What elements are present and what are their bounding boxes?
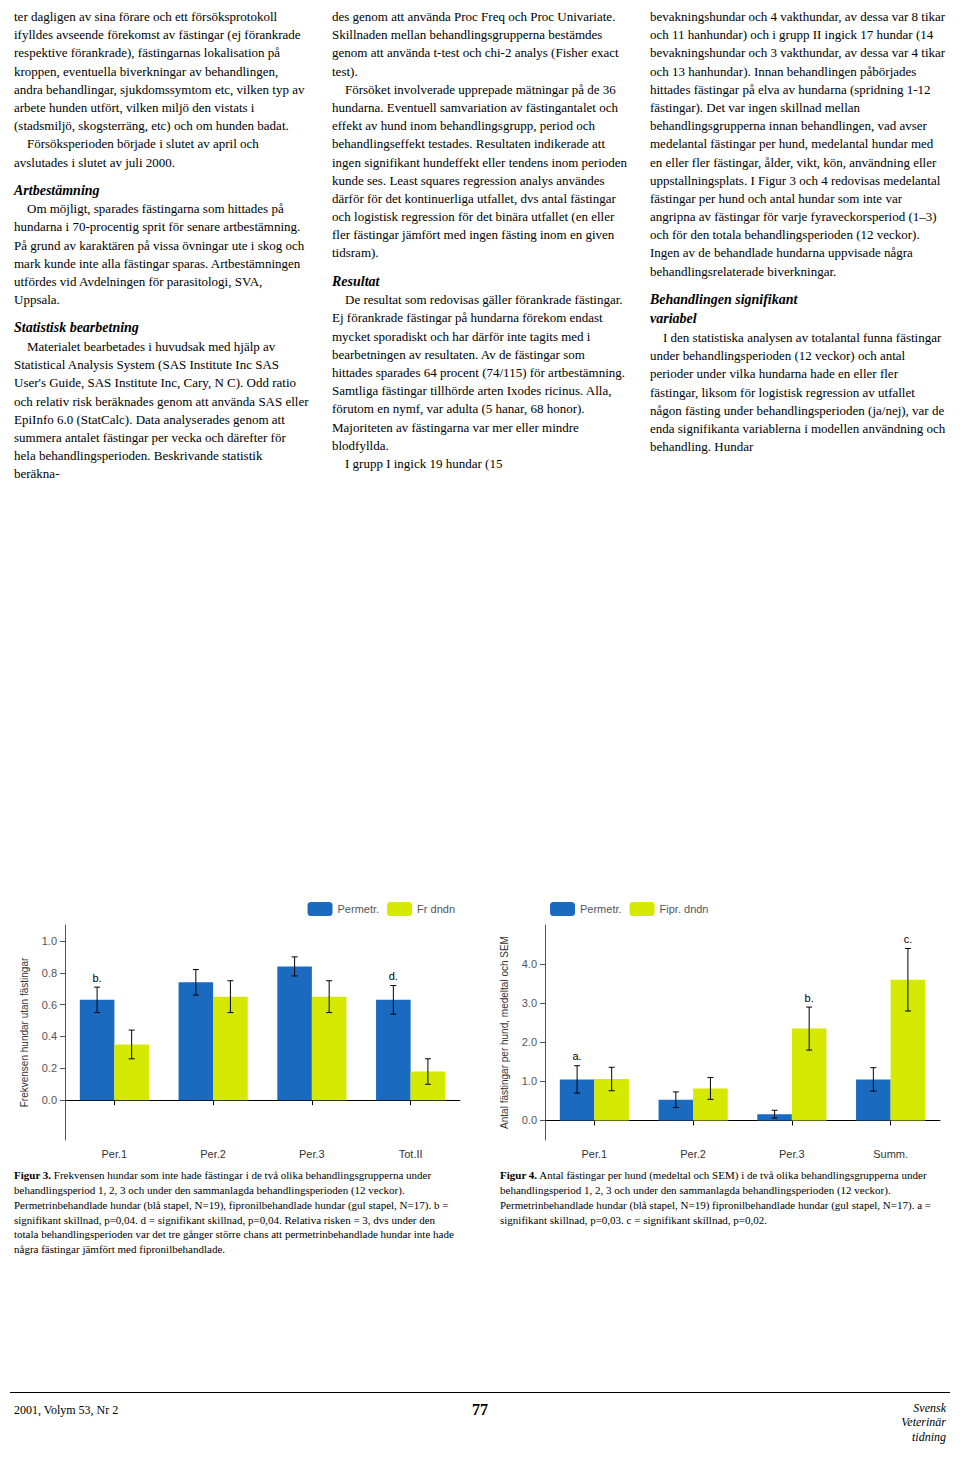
html-text:Figur 3. Frekvensen hundar som: Figur 3. Frekvensen hundar som inte hade…	[14, 1169, 454, 1256]
svg-text:b.: b.	[93, 972, 102, 984]
svg-text:1.0: 1.0	[42, 935, 57, 947]
html-text:Behandlingen signifikant: Behandlingen signifikant	[650, 291, 798, 307]
svg-text:Permetr.: Permetr.	[580, 903, 622, 915]
html-text:Om möjligt, sparades fästingar: Om möjligt, sparades fästingarna som hit…	[14, 201, 308, 308]
svg-text:Summ.: Summ.	[873, 1148, 908, 1160]
html-text:De resultat som redovisas gäll: De resultat som redovisas gäller förankr…	[332, 292, 629, 453]
svg-text:0.4: 0.4	[42, 1030, 57, 1042]
svg-text:Antal fästingar per hund, mede: Antal fästingar per hund, medeltal och S…	[499, 936, 510, 1129]
svg-text:Per.2: Per.2	[680, 1148, 706, 1160]
svg-text:Tot.II: Tot.II	[399, 1148, 423, 1160]
html-text:variabel: variabel	[650, 311, 697, 327]
svg-text:Per.3: Per.3	[299, 1148, 325, 1160]
html-text:Materialet bearbetades i huvud: Materialet bearbetades i huvudsak med hj…	[14, 339, 312, 482]
html-text:77: 77	[472, 1401, 488, 1418]
html-text:Artbestämning: Artbestämning	[14, 182, 100, 198]
svg-text:Fr dndn: Fr dndn	[417, 903, 455, 915]
svg-text:Permetr.: Permetr.	[338, 903, 380, 915]
svg-text:Frekvensen hundar utan fästing: Frekvensen hundar utan fästingar	[19, 957, 30, 1107]
svg-text:Per.1: Per.1	[582, 1148, 608, 1160]
svg-text:3.0: 3.0	[522, 997, 537, 1009]
html-text:des genom att använda Proc Fre: des genom att använda Proc Freq och Proc…	[332, 9, 622, 79]
html-text:Statistisk bearbetning: Statistisk bearbetning	[14, 320, 139, 336]
svg-text:Per.1: Per.1	[102, 1148, 128, 1160]
svg-text:Per.2: Per.2	[200, 1148, 226, 1160]
svg-text:0.8: 0.8	[42, 967, 57, 979]
svg-text:b.: b.	[805, 992, 814, 1004]
html-text:Svensk Veterinär tidning: Svensk Veterinär tidning	[901, 1401, 946, 1444]
html-text:Resultat: Resultat	[332, 273, 380, 289]
svg-text:0.2: 0.2	[42, 1062, 57, 1074]
svg-text:Per.3: Per.3	[779, 1148, 805, 1160]
svg-text:0.0: 0.0	[42, 1094, 57, 1106]
svg-text:Fipr. dndn: Fipr. dndn	[660, 903, 709, 915]
html-text:Försöket involverade upprepade: Försöket involverade upprepade mätningar…	[332, 81, 631, 261]
html-text:I grupp I ingick 19 hundar (15: I grupp I ingick 19 hundar (15	[332, 455, 503, 471]
svg-text:a.: a.	[573, 1050, 582, 1062]
svg-text:4.0: 4.0	[522, 958, 537, 970]
html-text:2001, Volym 53, Nr 2: 2001, Volym 53, Nr 2	[14, 1403, 119, 1417]
svg-text:2.0: 2.0	[522, 1036, 537, 1048]
svg-text:d.: d.	[389, 970, 398, 982]
svg-text:0.6: 0.6	[42, 999, 57, 1011]
html-text:Figur 4. Antal fästingar per h: Figur 4. Antal fästingar per hund (medel…	[500, 1169, 931, 1226]
svg-text:0.0: 0.0	[522, 1114, 537, 1126]
html-text:bevakningshundar och 4 vakthun: bevakningshundar och 4 vakthundar, av de…	[650, 9, 949, 279]
html-text:Försöksperioden började i slut: Försöksperioden började i slutet av apri…	[14, 136, 262, 170]
svg-text:1.0: 1.0	[522, 1075, 537, 1087]
svg-text:c.: c.	[904, 933, 913, 945]
html-text:I den statistiska analysen av: I den statistiska analysen av totalantal…	[650, 330, 949, 455]
html-text:ter dagligen av sina förare oc: ter dagligen av sina förare och ett förs…	[14, 9, 308, 134]
